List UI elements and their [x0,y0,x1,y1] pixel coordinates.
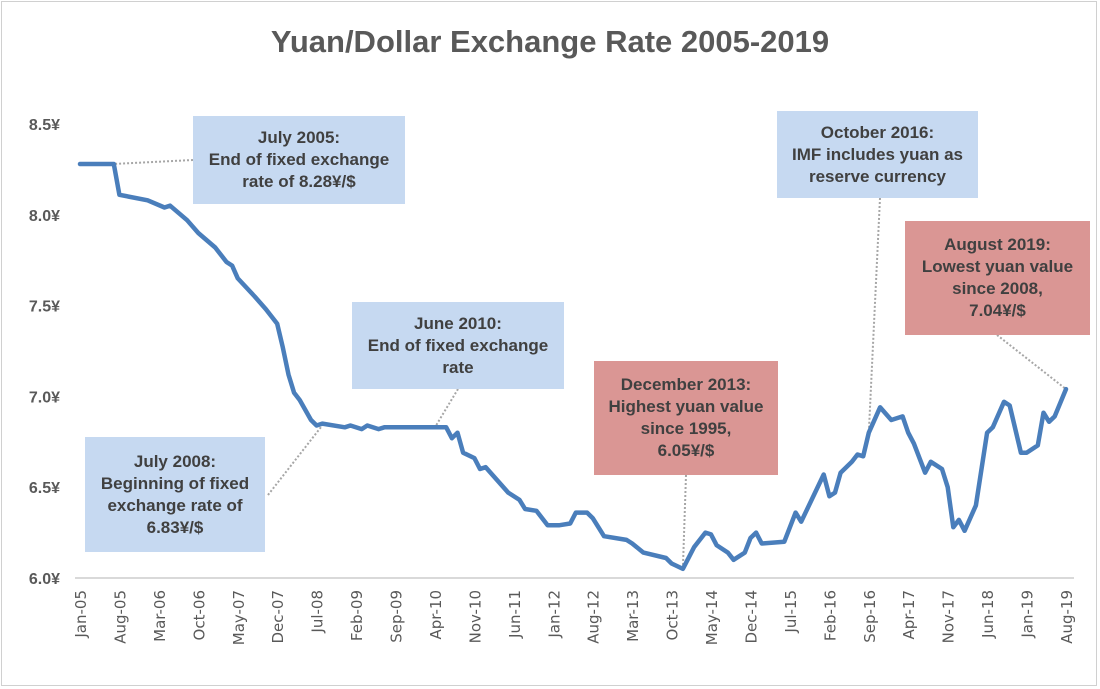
annotation-jul-2005: July 2005: End of fixed exchange rate of… [193,116,405,204]
annotation-oct-2016: October 2016: IMF includes yuan as reser… [777,111,978,198]
x-tick-label: Nov-10 [466,590,484,643]
leader-line [267,424,324,496]
leader-line [867,197,881,433]
leader-line [996,334,1067,390]
x-tick-label: Mar-13 [624,590,642,642]
x-tick-label: Jul-08 [309,590,327,634]
x-tick-label: May-07 [230,590,248,645]
y-tick-label: 7.0¥ [29,389,60,406]
leader-line [681,474,687,569]
x-tick-label: Aug-05 [111,590,129,644]
y-tick-label: 7.5¥ [29,299,60,316]
x-tick-label: Mar-06 [151,590,169,642]
x-tick-label: Oct-13 [664,590,682,640]
leader-line [434,388,459,428]
chart-title: Yuan/Dollar Exchange Rate 2005-2019 [270,24,830,59]
annotation-aug-2019: August 2019: Lowest yuan value since 200… [905,221,1090,335]
y-tick-label: 8.0¥ [29,208,60,225]
x-tick-label: Jun-18 [979,590,997,639]
x-tick-label: May-14 [703,590,721,645]
x-tick-label: Jan-12 [545,590,563,639]
x-tick-label: Jan-05 [72,590,90,639]
x-tick-label: Jul-15 [782,590,800,634]
annotation-dec-2013: December 2013: Highest yuan value since … [594,361,778,475]
y-tick-label: 8.5¥ [29,117,60,134]
x-tick-label: Dec-14 [742,590,760,644]
leader-line [113,159,194,165]
x-tick-label: Apr-10 [427,590,445,640]
x-tick-label: Feb-09 [348,590,366,641]
x-tick-label: Dec-07 [269,590,287,644]
x-tick-label: Aug-12 [585,590,603,644]
x-tick-label: Jun-11 [506,590,524,639]
x-tick-label: Apr-17 [900,590,918,640]
x-tick-label: Jan-19 [1019,590,1037,639]
annotation-jun-2010: June 2010: End of fixed exchange rate [352,302,564,389]
y-tick-label: 6.0¥ [29,571,60,588]
x-tick-label: Aug-19 [1058,590,1076,644]
annotation-jul-2008: July 2008: Beginning of fixed exchange r… [85,437,265,552]
y-tick-label: 6.5¥ [29,480,60,497]
x-tick-label: Feb-16 [821,590,839,641]
x-tick-label: Sep-09 [388,590,406,643]
x-tick-label: Oct-06 [190,590,208,640]
x-tick-label: Nov-17 [940,590,958,643]
x-tick-label: Sep-16 [861,590,879,643]
